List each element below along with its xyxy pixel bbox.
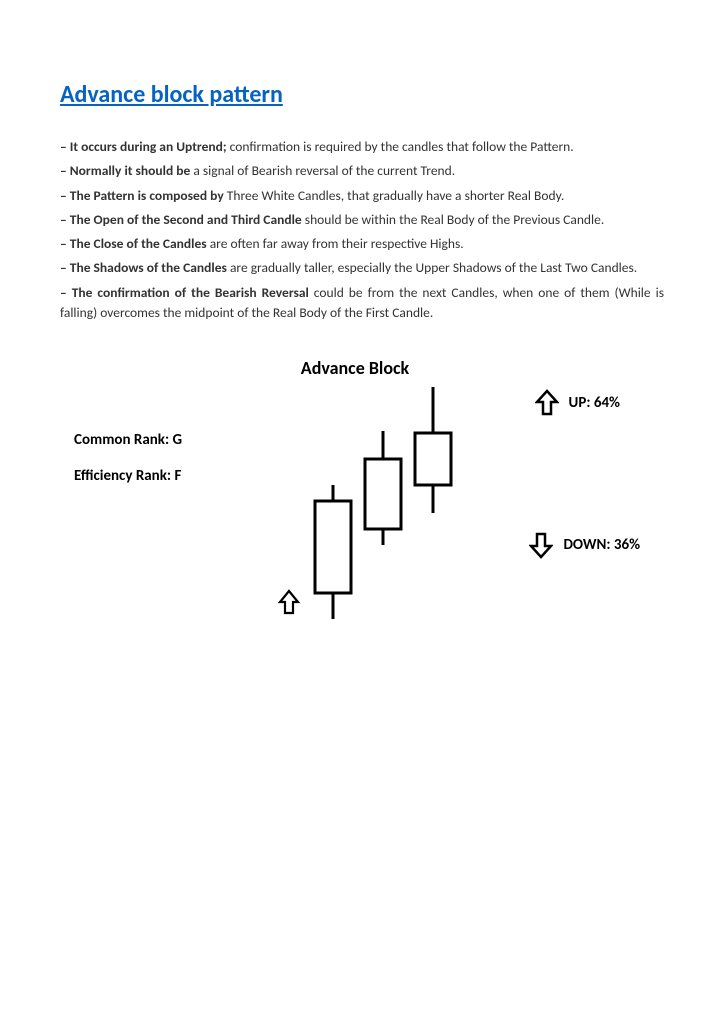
diagram-title: Advance Block — [60, 357, 650, 379]
bullet-item: – The Close of the Candles are often far… — [60, 234, 664, 254]
bullet-item: – The Shadows of the Candles are gradual… — [60, 258, 664, 278]
bullet-rest: a signal of Bearish reversal of the curr… — [190, 162, 455, 179]
bullet-rest: confirmation is required by the candles … — [227, 138, 574, 155]
bullet-item: – The Open of the Second and Third Candl… — [60, 210, 664, 230]
bullet-rest: should be within the Real Body of the Pr… — [302, 211, 605, 228]
rank-lines: Common Rank: G Efficiency Rank: F — [74, 431, 182, 503]
bullet-rest: Three White Candles, that gradually have… — [224, 187, 565, 204]
stat-down: DOWN: 36% — [529, 531, 640, 559]
up-arrow-icon — [535, 389, 559, 417]
bullet-bold: – Normally it should be — [60, 162, 190, 179]
down-label: DOWN: 36% — [563, 536, 640, 554]
up-label: UP: 64% — [569, 394, 620, 412]
trend-up-arrow-icon — [280, 591, 298, 613]
bullet-rest: are gradually taller, especially the Upp… — [227, 259, 637, 276]
bullet-item: – The confirmation of the Bearish Revers… — [60, 283, 664, 324]
bullets-list: – It occurs during an Uptrend; confirmat… — [60, 137, 664, 323]
diagram-container: Advance Block Common Rank: G Efficiency … — [60, 351, 650, 651]
bullet-bold: – The Shadows of the Candles — [60, 259, 227, 276]
bullet-bold: – The Pattern is composed by — [60, 187, 224, 204]
candles-svg — [260, 381, 490, 641]
bullet-item: – The Pattern is composed by Three White… — [60, 186, 664, 206]
candle-body — [415, 433, 451, 485]
stat-up: UP: 64% — [535, 389, 620, 417]
down-arrow-icon — [529, 531, 553, 559]
bullet-rest: are often far away from their respective… — [207, 235, 464, 252]
candle-body — [365, 459, 401, 529]
common-rank: Common Rank: G — [74, 431, 182, 449]
efficiency-rank: Efficiency Rank: F — [74, 467, 182, 485]
page-title: Advance block pattern — [60, 80, 664, 109]
candles-area — [260, 381, 490, 641]
bullet-bold: – The confirmation of the Bearish Revers… — [60, 284, 309, 301]
bullet-item: – It occurs during an Uptrend; confirmat… — [60, 137, 664, 157]
bullet-bold: – It occurs during an Uptrend; — [60, 138, 227, 155]
bullet-bold: – The Open of the Second and Third Candl… — [60, 211, 302, 228]
bullet-bold: – The Close of the Candles — [60, 235, 207, 252]
bullet-item: – Normally it should be a signal of Bear… — [60, 161, 664, 181]
candle-body — [315, 501, 351, 593]
